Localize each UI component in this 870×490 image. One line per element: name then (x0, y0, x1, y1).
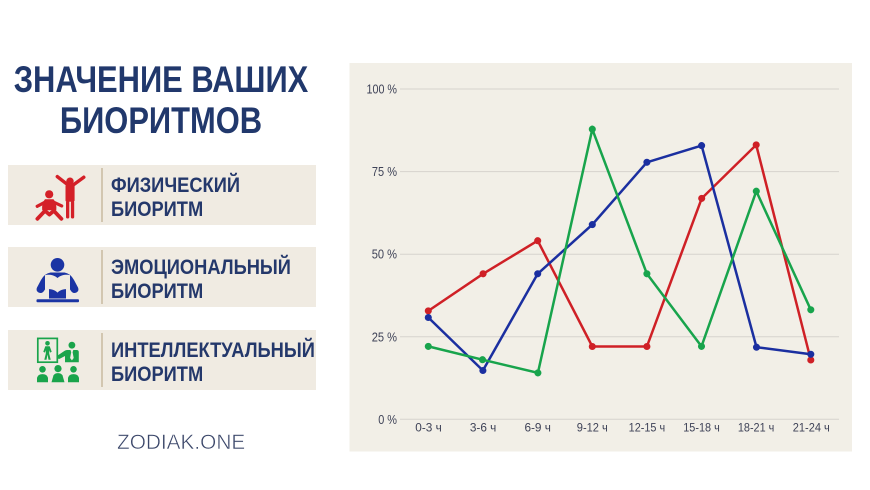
svg-text:25 %: 25 % (372, 329, 398, 344)
svg-text:21-24 ч: 21-24 ч (793, 421, 830, 435)
svg-text:100 %: 100 % (367, 82, 398, 97)
svg-text:6-9 ч: 6-9 ч (524, 421, 551, 435)
svg-text:3-6 ч: 3-6 ч (470, 421, 497, 435)
svg-text:15-18 ч: 15-18 ч (683, 421, 720, 435)
svg-text:50 %: 50 % (372, 247, 398, 262)
svg-text:18-21 ч: 18-21 ч (738, 421, 775, 435)
svg-text:0 %: 0 % (378, 412, 397, 427)
svg-text:9-12 ч: 9-12 ч (577, 421, 608, 435)
svg-text:12-15 ч: 12-15 ч (629, 421, 666, 435)
svg-text:75 %: 75 % (372, 164, 397, 179)
svg-text:0-3 ч: 0-3 ч (415, 421, 442, 435)
